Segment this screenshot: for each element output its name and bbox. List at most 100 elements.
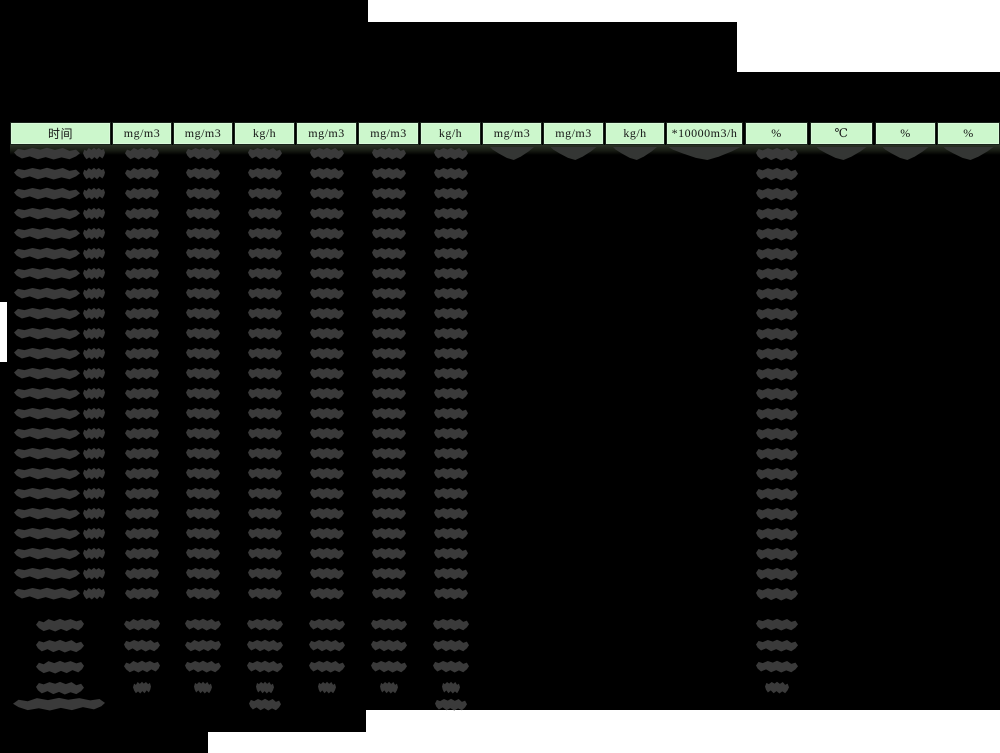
redacted-cell[interactable] <box>186 207 220 220</box>
redacted-cell[interactable] <box>756 187 798 201</box>
redacted-cell[interactable] <box>125 467 159 480</box>
header-cell-6[interactable]: kg/h <box>420 122 481 145</box>
redacted-cell[interactable] <box>186 427 220 440</box>
redacted-cell[interactable] <box>372 307 406 320</box>
redacted-cell[interactable] <box>186 247 220 260</box>
redacted-cell[interactable] <box>434 567 468 580</box>
redacted-cell[interactable] <box>434 227 468 240</box>
redacted-cell[interactable] <box>125 327 159 340</box>
redacted-cell[interactable] <box>756 267 798 281</box>
redacted-summary-value[interactable] <box>371 660 407 673</box>
redacted-cell[interactable] <box>310 187 344 200</box>
redacted-timestamp[interactable] <box>83 407 105 420</box>
redacted-cell[interactable] <box>186 487 220 500</box>
redacted-cell[interactable] <box>372 567 406 580</box>
redacted-cell[interactable] <box>756 207 798 221</box>
redacted-timestamp[interactable] <box>83 227 105 240</box>
redacted-cell[interactable] <box>434 487 468 500</box>
redacted-summary-value[interactable] <box>185 660 221 673</box>
redacted-cell[interactable] <box>125 227 159 240</box>
redacted-cell[interactable] <box>248 287 282 300</box>
header-cell-1[interactable]: mg/m3 <box>112 122 172 145</box>
redacted-cell[interactable] <box>248 207 282 220</box>
redacted-cell[interactable] <box>125 187 159 200</box>
redacted-timestamp[interactable] <box>83 207 105 220</box>
redacted-cell[interactable] <box>186 467 220 480</box>
redacted-cell[interactable] <box>372 587 406 600</box>
redacted-cell[interactable] <box>248 367 282 380</box>
redacted-summary-value[interactable] <box>380 681 398 694</box>
redacted-cell[interactable] <box>310 167 344 180</box>
redacted-timestamp[interactable] <box>83 147 105 160</box>
redacted-cell[interactable] <box>434 387 468 400</box>
redacted-cell[interactable] <box>756 407 798 421</box>
redacted-summary-value[interactable] <box>756 639 798 652</box>
redacted-cell[interactable] <box>756 467 798 481</box>
redacted-cell[interactable] <box>248 587 282 600</box>
redacted-cell[interactable] <box>125 407 159 420</box>
redacted-cell[interactable] <box>125 427 159 440</box>
header-cell-7[interactable]: mg/m3 <box>482 122 542 145</box>
redacted-cell[interactable] <box>248 187 282 200</box>
redacted-cell[interactable] <box>372 467 406 480</box>
redacted-timestamp[interactable] <box>14 407 80 420</box>
redacted-cell[interactable] <box>372 367 406 380</box>
redacted-cell[interactable] <box>186 507 220 520</box>
redacted-cell[interactable] <box>756 347 798 361</box>
redacted-timestamp[interactable] <box>14 187 80 200</box>
redacted-cell[interactable] <box>756 287 798 301</box>
redacted-cell[interactable] <box>434 327 468 340</box>
redacted-timestamp[interactable] <box>83 347 105 360</box>
redacted-cell[interactable] <box>186 527 220 540</box>
redacted-timestamp[interactable] <box>14 247 80 260</box>
redacted-cell[interactable] <box>310 447 344 460</box>
redacted-timestamp[interactable] <box>14 287 80 300</box>
redacted-summary-value[interactable] <box>185 618 221 631</box>
redacted-timestamp[interactable] <box>14 387 80 400</box>
redacted-cell[interactable] <box>310 507 344 520</box>
redacted-cell[interactable] <box>434 187 468 200</box>
redacted-cell[interactable] <box>756 487 798 501</box>
redacted-summary-value[interactable] <box>247 660 283 673</box>
redacted-timestamp[interactable] <box>14 587 80 600</box>
redacted-cell[interactable] <box>372 327 406 340</box>
redacted-cell[interactable] <box>310 587 344 600</box>
redacted-cell[interactable] <box>434 407 468 420</box>
redacted-timestamp[interactable] <box>83 387 105 400</box>
redacted-cell[interactable] <box>125 207 159 220</box>
redacted-timestamp[interactable] <box>83 527 105 540</box>
redacted-cell[interactable] <box>434 207 468 220</box>
redacted-cell[interactable] <box>310 207 344 220</box>
redacted-summary-value[interactable] <box>124 660 160 673</box>
redacted-cell[interactable] <box>434 447 468 460</box>
redacted-cell[interactable] <box>125 247 159 260</box>
redacted-cell[interactable] <box>125 287 159 300</box>
redacted-summary-value[interactable] <box>442 681 460 694</box>
redacted-summary-value[interactable] <box>249 698 281 711</box>
redacted-cell[interactable] <box>310 387 344 400</box>
redacted-cell[interactable] <box>372 387 406 400</box>
redacted-cell[interactable] <box>310 527 344 540</box>
redacted-cell[interactable] <box>372 267 406 280</box>
redacted-cell[interactable] <box>310 267 344 280</box>
redacted-timestamp[interactable] <box>14 307 80 320</box>
redacted-timestamp[interactable] <box>83 467 105 480</box>
redacted-cell[interactable] <box>186 307 220 320</box>
redacted-cell[interactable] <box>372 187 406 200</box>
header-cell-4[interactable]: mg/m3 <box>296 122 357 145</box>
header-cell-5[interactable]: mg/m3 <box>358 122 419 145</box>
redacted-cell[interactable] <box>125 347 159 360</box>
redacted-cell[interactable] <box>756 327 798 341</box>
redacted-cell[interactable] <box>248 427 282 440</box>
redacted-cell[interactable] <box>756 387 798 401</box>
redacted-summary-value[interactable] <box>194 681 212 694</box>
redacted-cell[interactable] <box>310 327 344 340</box>
redacted-summary-value[interactable] <box>371 639 407 652</box>
redacted-cell[interactable] <box>372 487 406 500</box>
redacted-summary-label[interactable] <box>36 639 84 653</box>
redacted-cell[interactable] <box>756 507 798 521</box>
redacted-cell[interactable] <box>434 167 468 180</box>
redacted-summary-label[interactable] <box>36 681 84 695</box>
header-cell-9[interactable]: kg/h <box>605 122 665 145</box>
header-cell-11[interactable]: % <box>745 122 808 145</box>
